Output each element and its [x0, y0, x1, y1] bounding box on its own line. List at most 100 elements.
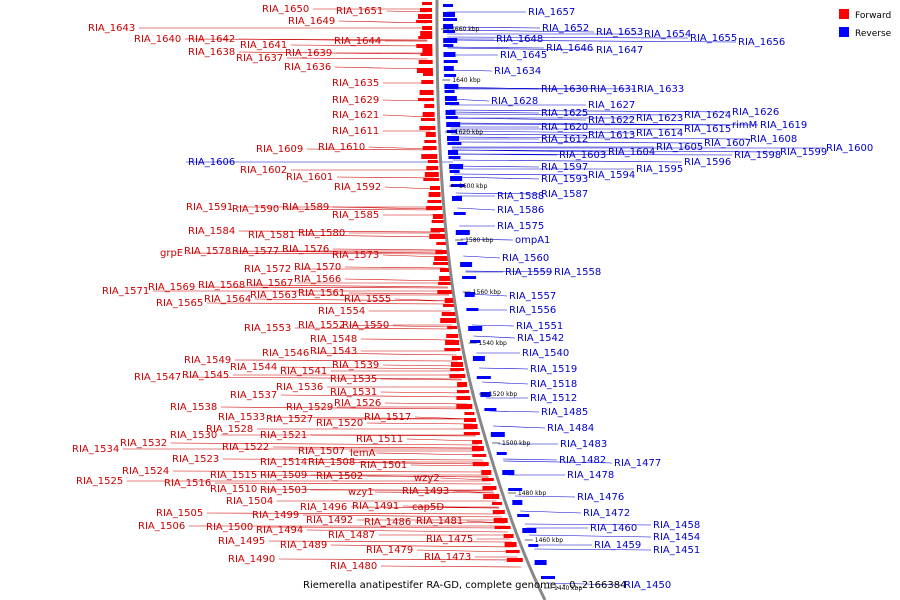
forward-feature: [422, 48, 433, 53]
gene-label-ria-1502: RIA_1502: [316, 471, 363, 482]
forward-feature: [435, 250, 448, 254]
leader-line: [382, 114, 430, 118]
forward-feature: [472, 462, 489, 466]
gene-label-wzy1: wzy1: [348, 487, 374, 498]
reverse-feature: [517, 514, 530, 517]
forward-feature: [419, 126, 436, 130]
reverse-feature: [443, 44, 454, 47]
leader-line: [186, 252, 443, 255]
leader-line: [368, 146, 432, 150]
gene-label-ria-1593: RIA_1593: [541, 174, 588, 185]
gene-label-ria-1538: RIA_1538: [170, 402, 217, 413]
gene-label-ria-1480: RIA_1480: [330, 561, 377, 572]
forward-feature: [430, 228, 445, 232]
forward-feature: [422, 146, 437, 150]
leader-line: [366, 475, 489, 478]
reverse-feature: [490, 432, 505, 437]
genome-backbone: [435, 0, 547, 600]
gene-label-rimm: rimM: [732, 120, 757, 131]
gene-label-ria-1611: RIA_1611: [332, 126, 379, 137]
gene-label-ria-1521: RIA_1521: [260, 430, 307, 441]
gene-label-ria-1485: RIA_1485: [541, 407, 588, 418]
forward-feature: [420, 31, 433, 36]
gene-label-ria-1520: RIA_1520: [316, 418, 363, 429]
gene-label-ria-1580: RIA_1580: [298, 228, 345, 239]
leader-line: [447, 47, 595, 51]
leader-line: [384, 186, 436, 190]
gene-label-ria-1499: RIA_1499: [252, 510, 299, 521]
gene-label-ria-1518: RIA_1518: [530, 379, 577, 390]
kbp-tick-label: 1480 kbp: [518, 490, 546, 497]
leader-line: [282, 208, 438, 211]
reverse-feature: [447, 136, 459, 141]
leader-line: [306, 529, 508, 533]
reverse-feature: [453, 212, 466, 215]
gene-label-ria-1565: RIA_1565: [156, 298, 203, 309]
gene-label-ria-1645: RIA_1645: [500, 50, 547, 61]
gene-label-ria-1549: RIA_1549: [184, 355, 231, 366]
kbp-tick-label: 1640 kbp: [452, 77, 480, 84]
gene-label-ria-1522: RIA_1522: [222, 442, 269, 453]
gene-label-ria-1517: RIA_1517: [364, 412, 411, 423]
leader-line: [360, 338, 455, 341]
gene-label-ria-1524: RIA_1524: [122, 466, 169, 477]
leader-line: [482, 381, 529, 385]
gene-label-ria-1586: RIA_1586: [497, 205, 544, 216]
gene-label-ria-1478: RIA_1478: [567, 470, 614, 481]
forward-feature: [471, 446, 484, 451]
gene-label-ria-1512: RIA_1512: [530, 393, 577, 404]
gene-label-ria-1631: RIA_1631: [590, 84, 637, 95]
leader-line: [448, 87, 636, 90]
gene-label-ria-1609: RIA_1609: [256, 144, 303, 155]
leader-line: [451, 141, 703, 144]
gene-label-ria-1581: RIA_1581: [248, 230, 295, 241]
reverse-feature: [496, 452, 507, 455]
gene-label-ria-1605: RIA_1605: [656, 142, 703, 153]
gene-label-ria-1542: RIA_1542: [517, 333, 564, 344]
gene-label-ria-1539: RIA_1539: [332, 360, 379, 371]
gene-label-ria-1613: RIA_1613: [588, 130, 635, 141]
leader-line: [374, 491, 494, 494]
reverse-feature: [541, 576, 555, 579]
reverse-feature: [449, 170, 460, 173]
leader-line: [172, 470, 487, 473]
leader-line: [344, 278, 447, 282]
gene-label-ria-1634: RIA_1634: [494, 66, 541, 77]
gene-label-ria-1601: RIA_1601: [286, 172, 333, 183]
forward-feature: [426, 166, 439, 170]
gene-label-ria-1490: RIA_1490: [228, 554, 275, 565]
gene-label-ria-1541: RIA_1541: [280, 366, 327, 377]
gene-label-ria-1608: RIA_1608: [750, 134, 797, 145]
leader-line: [440, 477, 490, 481]
gene-label-ria-1592: RIA_1592: [334, 182, 381, 193]
gene-label-ria-1649: RIA_1649: [288, 16, 335, 27]
gene-label-ria-1473: RIA_1473: [424, 552, 471, 563]
gene-label-ria-1540: RIA_1540: [522, 348, 569, 359]
gene-label-ria-1569: RIA_1569: [148, 282, 195, 293]
gene-label-ria-1599: RIA_1599: [780, 147, 827, 158]
kbp-tick-label: 1660 kbp: [451, 26, 479, 33]
kbp-tick-label: 1500 kbp: [502, 440, 530, 447]
kbp-tick-label: 1540 kbp: [479, 340, 507, 347]
leader-line: [286, 57, 428, 60]
leader-line: [184, 376, 462, 380]
gene-label-ria-1559: RIA_1559: [505, 267, 552, 278]
gene-label-ria-1589: RIA_1589: [282, 202, 329, 213]
forward-feature: [450, 368, 465, 371]
gene-label-ria-1597: RIA_1597: [541, 162, 588, 173]
forward-feature: [421, 154, 438, 159]
leader-line: [520, 510, 582, 514]
gene-label-ria-1636: RIA_1636: [284, 62, 331, 73]
gene-label-ria-1638: RIA_1638: [188, 47, 235, 58]
reverse-feature: [443, 24, 454, 29]
gene-label-ria-1640: RIA_1640: [134, 34, 181, 45]
leader-line: [493, 425, 546, 429]
gene-label-ria-1656: RIA_1656: [738, 37, 785, 48]
gene-label-ria-1639: RIA_1639: [285, 48, 332, 59]
leader-line: [547, 582, 623, 586]
reverse-feature: [448, 150, 458, 155]
reverse-feature: [450, 184, 465, 187]
gene-label-ria-1543: RIA_1543: [310, 346, 357, 357]
forward-feature: [422, 112, 435, 117]
